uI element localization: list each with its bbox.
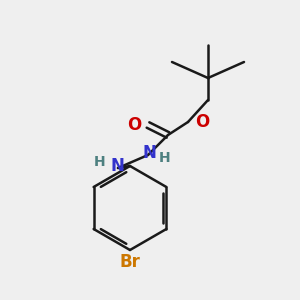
Text: H: H bbox=[94, 155, 106, 169]
Text: O: O bbox=[195, 113, 209, 131]
Text: Br: Br bbox=[120, 253, 140, 271]
Text: O: O bbox=[127, 116, 141, 134]
Text: N: N bbox=[142, 144, 156, 162]
Text: N: N bbox=[110, 157, 124, 175]
Text: H: H bbox=[159, 151, 171, 165]
